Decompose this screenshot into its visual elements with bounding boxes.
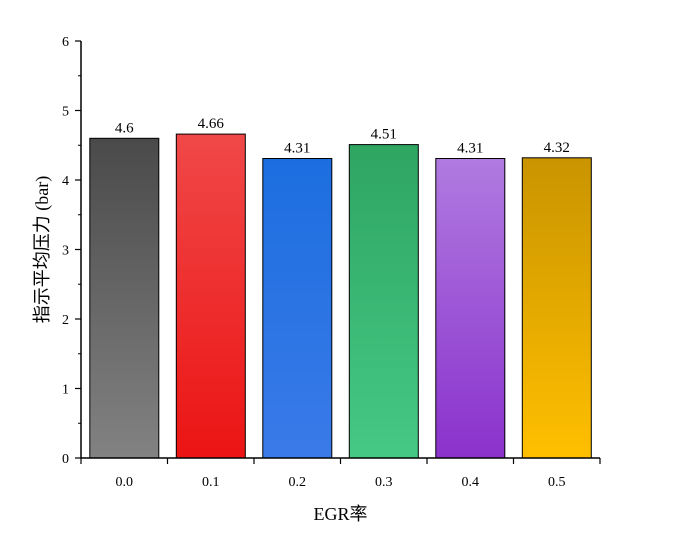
data-label-0.1: 4.66 — [198, 116, 225, 132]
data-labels-group: 4.6 4.66 4.31 4.51 4.31 4.32 — [115, 116, 570, 156]
bar-0.2 — [262, 158, 333, 459]
bars-group — [89, 133, 592, 459]
bar-0.1 — [175, 133, 246, 459]
y-tick-label: 6 — [62, 35, 69, 50]
y-tick-label: 0 — [62, 452, 69, 467]
y-tick-label: 5 — [62, 105, 69, 120]
y-axis-title: 指示平均压力 (bar) — [32, 176, 53, 323]
x-tick-label: 0.1 — [202, 475, 220, 490]
x-tick-label: 0.4 — [462, 475, 480, 490]
x-tick-label: 0.0 — [116, 475, 134, 490]
x-tick-label: 0.3 — [375, 475, 393, 490]
data-label-0.4: 4.31 — [457, 141, 483, 157]
data-label-0.3: 4.51 — [371, 127, 397, 143]
y-tick-label: 2 — [62, 313, 69, 328]
bar-0.3 — [348, 144, 419, 459]
x-axis-title: EGR率 — [314, 504, 368, 524]
bar-0.5 — [521, 157, 592, 459]
data-label-0.0: 4.6 — [115, 120, 134, 136]
data-label-0.5: 4.32 — [544, 140, 570, 156]
y-tick-label: 1 — [62, 383, 69, 398]
x-tick-label: 0.2 — [289, 475, 307, 490]
x-ticks-group: 0.0 0.1 0.2 0.3 0.4 0.5 — [80, 458, 601, 490]
data-label-0.2: 4.31 — [284, 141, 310, 157]
y-tick-label: 4 — [62, 174, 69, 189]
y-ticks-group: 0 1 2 3 4 5 6 — [62, 35, 81, 467]
x-tick-label: 0.5 — [548, 475, 566, 490]
y-tick-label: 3 — [62, 244, 69, 259]
bar-0.0 — [89, 137, 160, 459]
bar-0.4 — [435, 158, 506, 459]
